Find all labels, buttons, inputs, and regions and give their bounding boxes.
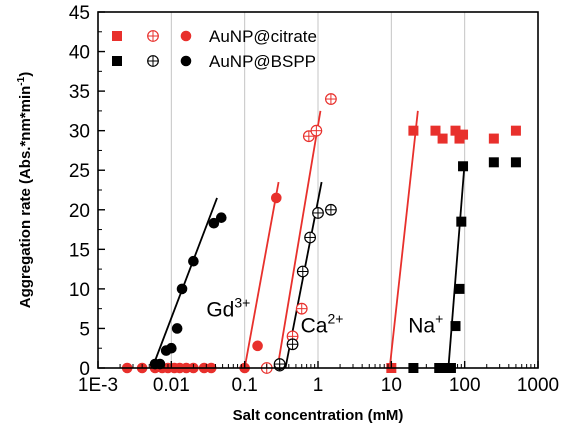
data-point — [325, 203, 337, 216]
data-point — [325, 93, 337, 105]
data-point — [488, 133, 499, 144]
y-axis-title: Aggregation rate (Abs.*nm*min-1) — [16, 72, 34, 308]
y-axis-title-close: ) — [17, 72, 34, 77]
data-point — [215, 212, 227, 223]
data-point — [296, 265, 309, 278]
data-point — [252, 340, 263, 352]
legend-marker — [147, 55, 159, 67]
data-point — [454, 283, 465, 294]
x-tick-label: 1E-3 — [78, 375, 118, 396]
y-tick-label: 20 — [69, 201, 90, 222]
legend-marker — [147, 30, 159, 42]
ion-label: Na+ — [408, 310, 443, 337]
data-point — [188, 255, 199, 267]
x-tick-label: 10 — [381, 375, 402, 396]
y-tick-label: 5 — [79, 319, 90, 340]
y-tick-label: 30 — [69, 122, 90, 143]
ion-label: Ca2+ — [301, 310, 344, 337]
fit-line — [276, 110, 322, 369]
legend-marker — [180, 55, 192, 67]
fit-line — [151, 197, 218, 369]
legend: AuNP@citrate AuNP@BSPP — [112, 27, 317, 71]
data-point — [437, 133, 448, 144]
legend-marker — [112, 56, 122, 66]
data-point — [286, 338, 299, 351]
data-point — [295, 302, 308, 315]
legend-label: AuNP@BSPP — [209, 52, 316, 71]
y-tick-label: 15 — [69, 240, 90, 261]
axis-ticks: 1E-3 0.01 0.1 1 10 100 1000 0 5 10 15 20 25 30 35 40 45 — [69, 3, 559, 396]
data-point — [271, 192, 282, 204]
data-point — [510, 157, 521, 168]
x-tick-label: 100 — [449, 375, 481, 396]
y-tick-label: 45 — [69, 3, 90, 24]
ion-label: Gd3+ — [206, 295, 250, 322]
fit-line — [388, 110, 419, 369]
data-point — [488, 157, 499, 168]
data-point — [304, 231, 316, 244]
data-point — [456, 216, 467, 227]
data-point — [166, 342, 177, 354]
y-axis-title-exponent: -1 — [16, 76, 27, 85]
data-point — [450, 321, 461, 332]
grid-lines — [170, 12, 466, 368]
x-tick-label: 1000 — [517, 375, 559, 396]
data-point — [458, 129, 469, 140]
x-axis-title: Salt concentration (mM) — [233, 407, 404, 424]
data-point — [208, 217, 220, 229]
y-tick-label: 10 — [69, 280, 90, 301]
x-tick-label: 1 — [313, 375, 324, 396]
data-point — [510, 125, 521, 136]
fit-line — [447, 162, 466, 369]
data-point — [450, 125, 461, 136]
legend-marker — [180, 30, 192, 42]
x-tick-label: 0.1 — [231, 375, 257, 396]
y-axis-title-main: Aggregation rate (Abs.*nm*min — [17, 86, 34, 309]
fit-line — [243, 181, 280, 369]
data-point — [430, 125, 441, 136]
y-tick-label: 0 — [79, 359, 90, 380]
data-point — [171, 323, 183, 334]
legend-label: AuNP@citrate — [209, 27, 317, 46]
data-point — [176, 283, 188, 295]
x-tick-label: 0.01 — [153, 375, 190, 396]
legend-marker — [112, 31, 122, 41]
y-tick-label: 35 — [69, 82, 90, 103]
ion-labels: Gd3+ Ca2+ Na+ — [206, 295, 443, 338]
data-point — [312, 207, 324, 219]
data-point — [310, 124, 323, 137]
data-point — [458, 161, 469, 172]
y-tick-label: 25 — [69, 161, 90, 182]
y-tick-label: 40 — [69, 43, 90, 64]
data-point — [408, 125, 419, 136]
